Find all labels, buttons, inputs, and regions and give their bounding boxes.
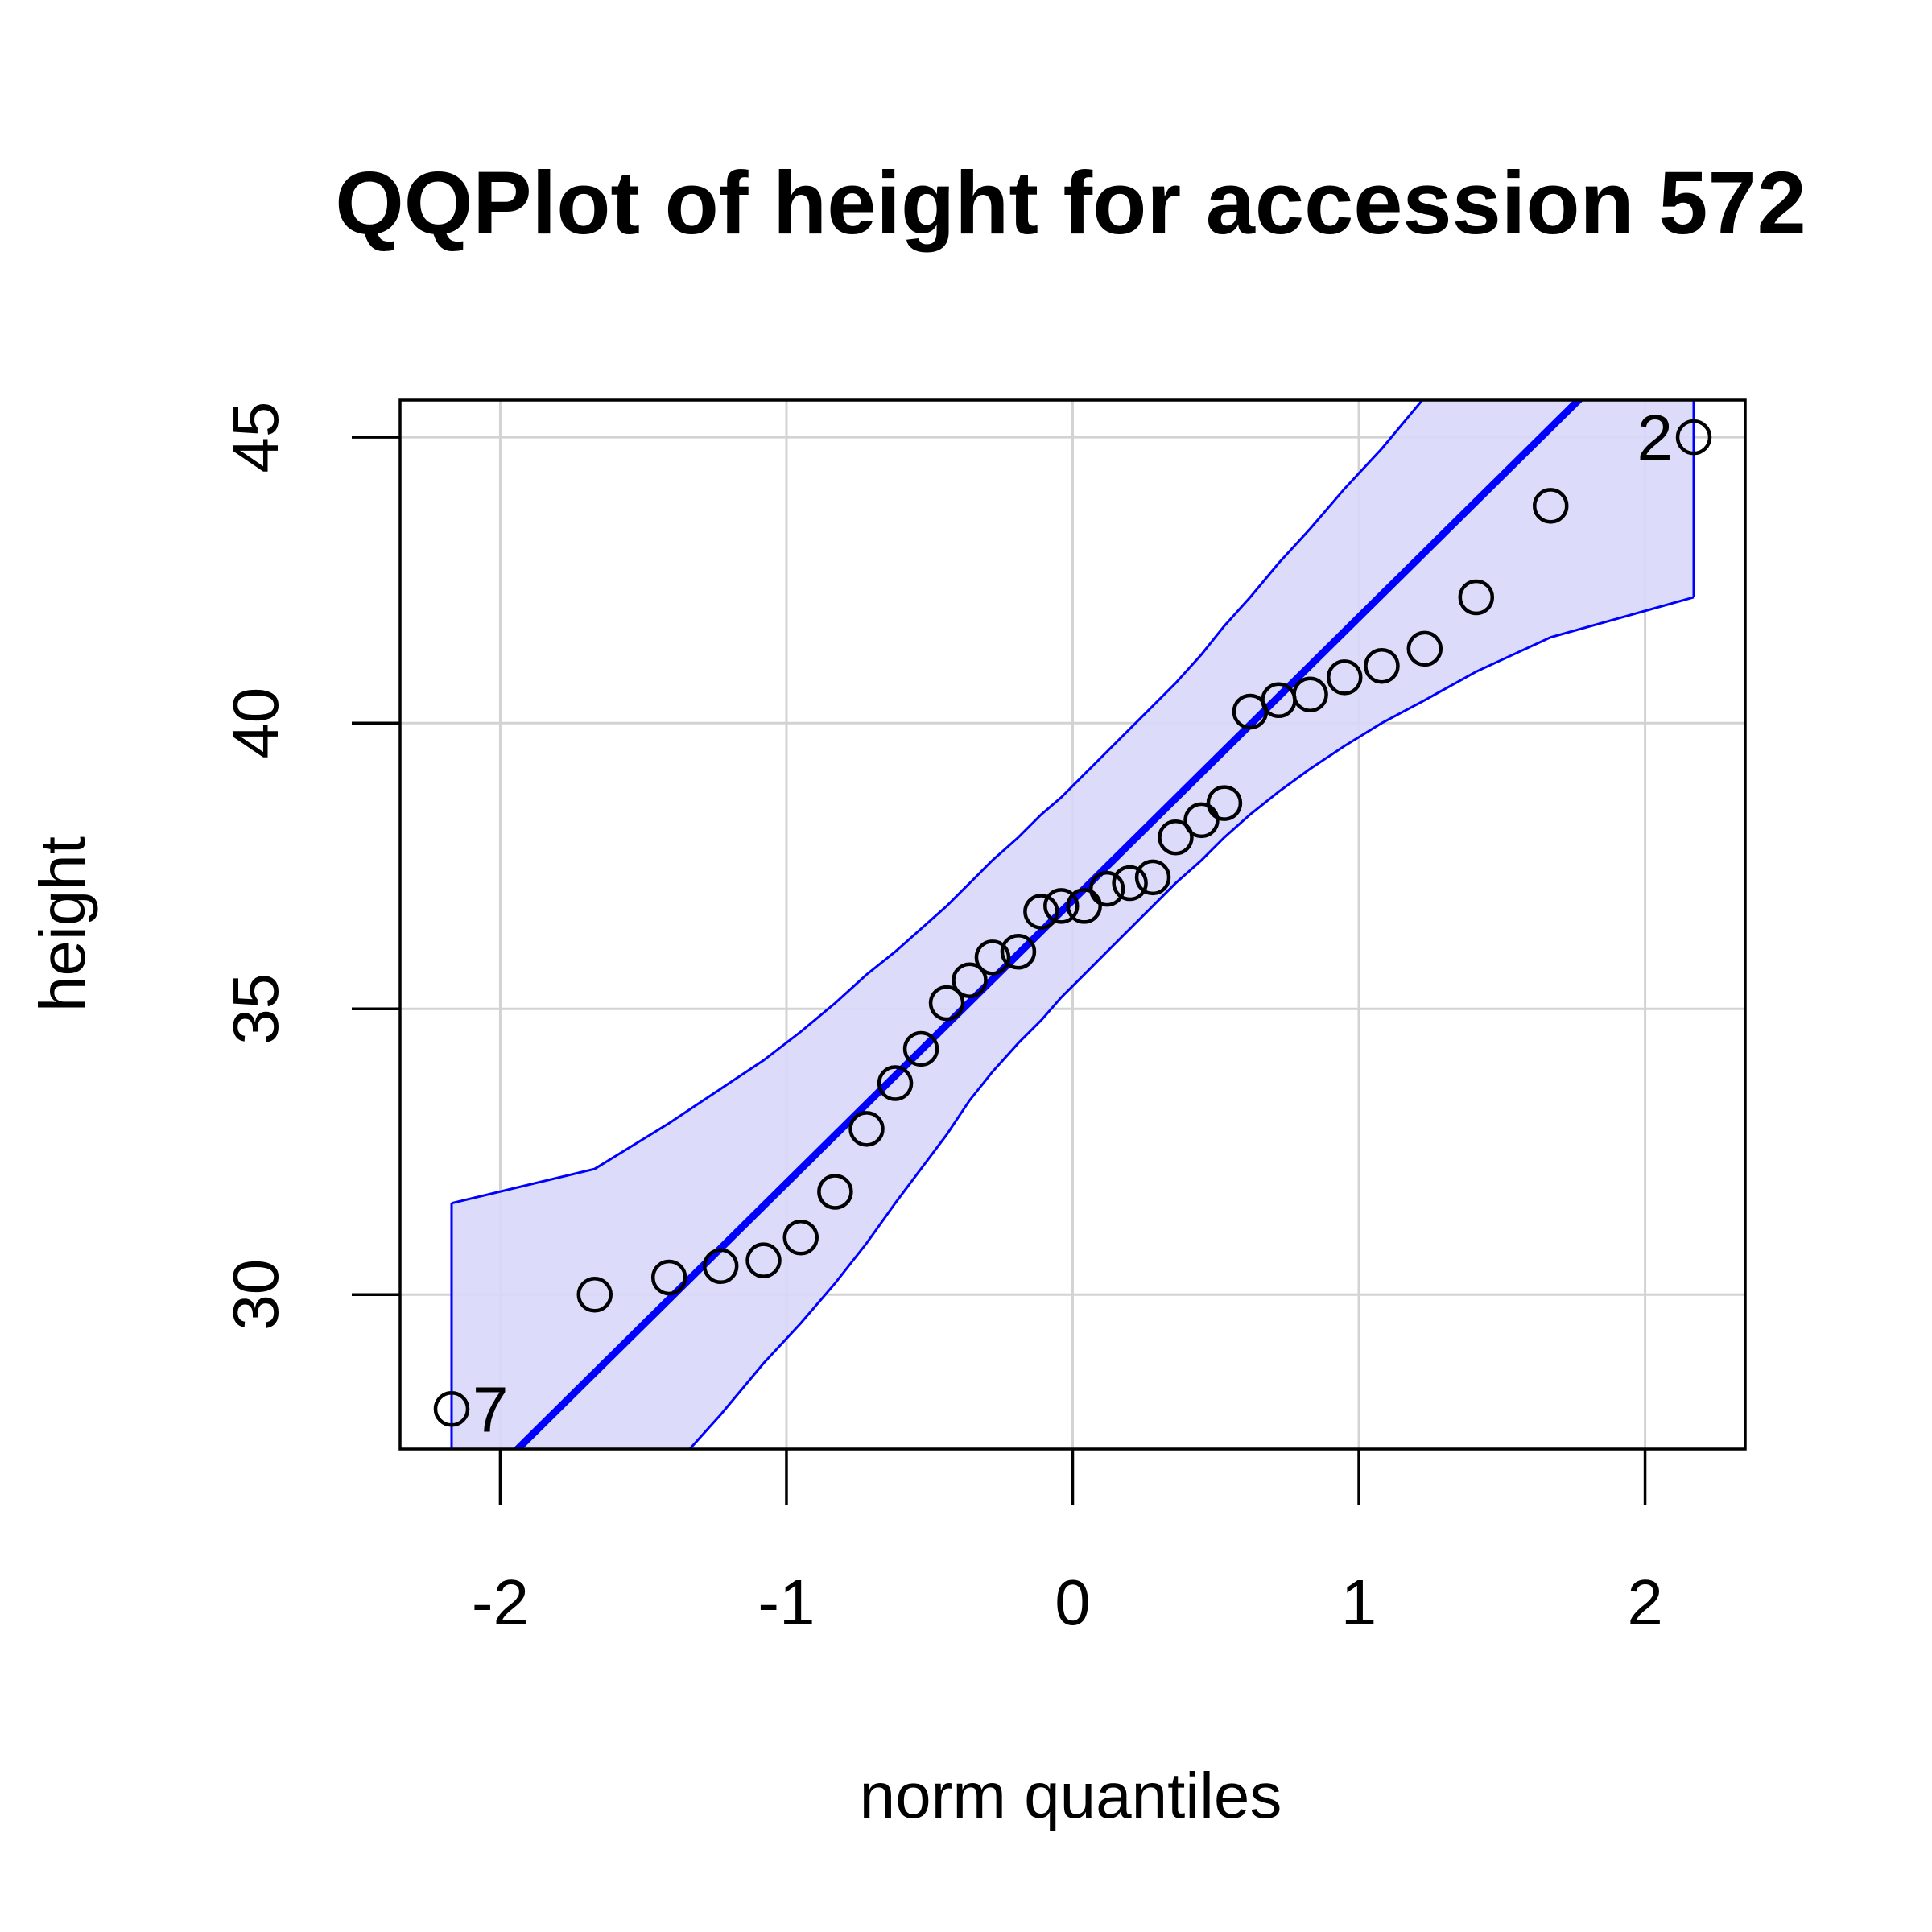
data-point-1 <box>576 1277 613 1313</box>
data-point-20 <box>1158 819 1194 856</box>
data-point-31 <box>1675 419 1712 456</box>
data-point-14 <box>1023 894 1059 930</box>
reference-line-layer <box>512 400 1584 1449</box>
data-point-9 <box>902 1030 939 1067</box>
x-tick-label-0: -2 <box>472 1567 529 1638</box>
data-point-26 <box>1327 659 1363 696</box>
y-tick-label-1: 35 <box>220 973 291 1045</box>
data-point-18 <box>1112 865 1148 902</box>
data-point-10 <box>928 985 965 1022</box>
confidence-band-lower <box>687 596 1695 1449</box>
data-point-8 <box>877 1065 914 1101</box>
x-axis-label: norm quantiles <box>860 1760 1282 1831</box>
data-point-17 <box>1088 870 1125 907</box>
confidence-band-upper <box>451 400 1424 1205</box>
data-point-5 <box>782 1220 819 1256</box>
x-tick-label-3: 1 <box>1341 1567 1377 1638</box>
chart-title: QQPlot of height for accession 572 <box>335 154 1806 253</box>
point-labels-layer: 72 <box>473 402 1673 1445</box>
confidence-band <box>451 400 1695 1449</box>
x-tick-label-4: 2 <box>1627 1567 1663 1638</box>
y-tick-label-2: 40 <box>220 687 291 759</box>
y-tick-label-3: 45 <box>220 402 291 473</box>
reference-line <box>512 400 1584 1449</box>
data-point-27 <box>1364 647 1400 684</box>
x-tick-label-2: 0 <box>1055 1567 1091 1638</box>
confidence-band-layer <box>450 400 1695 1449</box>
data-point-4 <box>745 1242 782 1278</box>
point-label-1: 2 <box>1637 402 1674 473</box>
data-point-19 <box>1134 859 1171 896</box>
data-point-21 <box>1183 802 1220 839</box>
data-point-0 <box>433 1391 470 1427</box>
data-point-28 <box>1406 630 1443 667</box>
y-axis: 30 35 40 45 <box>220 402 400 1331</box>
data-point-3 <box>702 1248 739 1285</box>
data-point-2 <box>650 1259 687 1296</box>
point-label-0: 7 <box>473 1373 509 1445</box>
data-point-25 <box>1292 676 1328 712</box>
data-point-7 <box>848 1111 885 1147</box>
x-axis: -2 -1 0 1 2 <box>472 1449 1663 1638</box>
points-layer <box>433 419 1712 1427</box>
y-tick-label-0: 30 <box>220 1259 291 1331</box>
data-point-16 <box>1066 888 1102 924</box>
data-point-6 <box>817 1174 853 1210</box>
data-point-22 <box>1206 785 1243 821</box>
y-axis-label: height <box>27 836 98 1012</box>
data-point-11 <box>952 962 988 998</box>
data-point-30 <box>1532 488 1569 524</box>
data-point-13 <box>1000 933 1037 970</box>
data-point-29 <box>1458 579 1495 616</box>
data-point-12 <box>974 939 1011 976</box>
x-tick-label-1: -1 <box>758 1567 815 1638</box>
data-point-15 <box>1043 888 1080 924</box>
